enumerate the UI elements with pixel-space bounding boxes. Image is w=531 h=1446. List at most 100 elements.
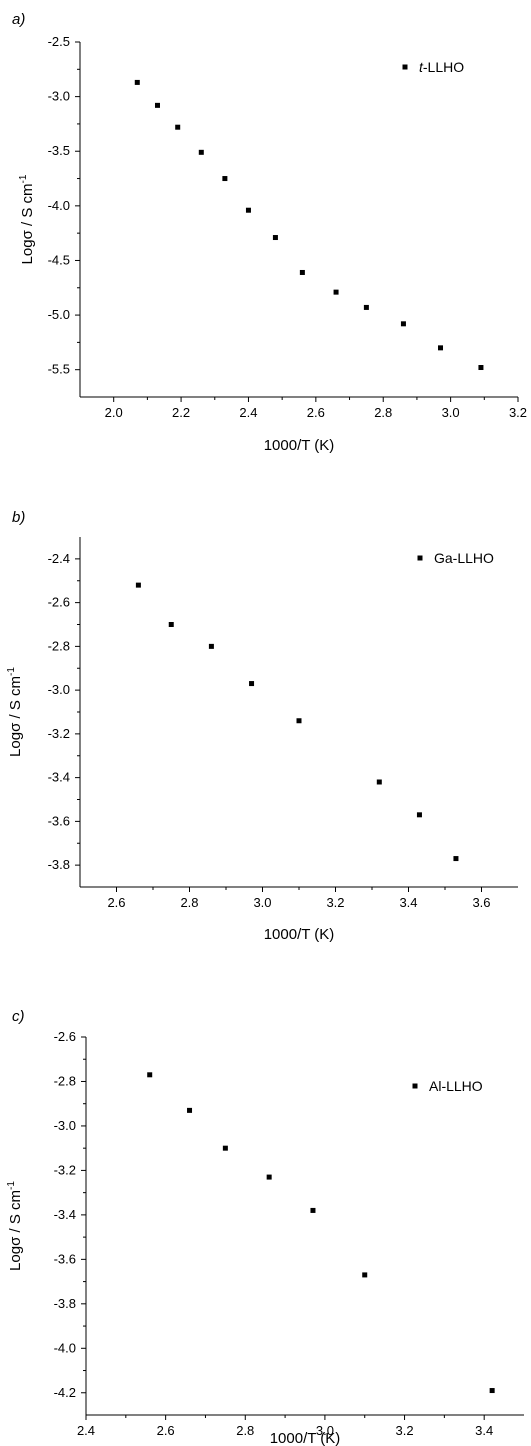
y-axis-title-main: Logσ / S cm [7, 1190, 24, 1271]
data-point [272, 235, 278, 241]
x-tick-label: 3.4 [475, 1423, 493, 1438]
x-tick-label: 3.0 [253, 895, 271, 910]
x-axis-title: 1000/T (K) [264, 437, 335, 454]
x-axis-title: 1000/T (K) [264, 926, 335, 943]
data-point [310, 1207, 316, 1213]
data-point [400, 321, 406, 327]
data-point [222, 1145, 228, 1151]
data-point [222, 176, 228, 182]
legend-label-text: -LLHO [423, 59, 464, 75]
x-tick-label: 3.0 [442, 405, 460, 420]
panel-label: a) [12, 11, 25, 28]
y-tick-label: -3.2 [54, 1162, 76, 1177]
x-tick-label: 2.4 [239, 405, 257, 420]
x-tick-label: 2.6 [107, 895, 125, 910]
y-axis-title-superscript: -1 [6, 1181, 17, 1190]
legend-marker [412, 1083, 418, 1089]
data-point [249, 681, 255, 687]
y-tick-label: -5.5 [48, 362, 70, 377]
x-tick-label: 2.6 [307, 405, 325, 420]
y-tick-label: -4.5 [48, 252, 70, 267]
data-point [208, 643, 214, 649]
data-point [187, 1107, 193, 1113]
y-axis-title: Logσ / S cm-1 [6, 1181, 24, 1271]
y-tick-label: -3.6 [48, 813, 70, 828]
y-axis-title: Logσ / S cm-1 [18, 174, 36, 264]
y-tick-label: -3.4 [48, 770, 70, 785]
data-point [266, 1174, 272, 1180]
chart-panel-3: c) -2.6 -2.8 -3.0 -3.2 -3.4 -3.6 -3.8 -4.0 -4.2 2.… [6, 1008, 524, 1446]
data-point [376, 779, 382, 785]
data-point [134, 79, 140, 85]
y-tick-label: -2.8 [48, 638, 70, 653]
y-axis-title: Logσ / S cm-1 [6, 667, 24, 757]
y-tick-label: -4.0 [54, 1340, 76, 1355]
data-point [416, 812, 422, 818]
data-point [362, 1272, 368, 1278]
legend-label-text: Al-LLHO [429, 1078, 483, 1094]
legend-marker [417, 555, 423, 561]
x-tick-label: 3.2 [326, 895, 344, 910]
data-point [489, 1388, 495, 1394]
y-axis-title-main: Logσ / S cm [19, 183, 36, 264]
x-tick-label: 2.8 [374, 405, 392, 420]
panel-label: b) [12, 509, 25, 526]
chart-panel-1: a) -2.5 -3.0 -3.5 -4.0 -4.5 -5.0 -5.5 2.0 2.2 2.4 2… [12, 11, 527, 454]
x-tick-label: 2.0 [105, 405, 123, 420]
x-tick-label: 2.8 [180, 895, 198, 910]
y-tick-label: -3.0 [48, 682, 70, 697]
legend-label: Ga-LLHO [434, 550, 494, 566]
x-tick-label: 3.2 [509, 405, 527, 420]
legend-label: t-LLHO [419, 59, 464, 75]
y-tick-label: -3.0 [54, 1118, 76, 1133]
y-tick-label: -4.0 [48, 198, 70, 213]
x-tick-label: 3.2 [396, 1423, 414, 1438]
x-tick-label: 3.4 [399, 895, 417, 910]
data-point [245, 207, 251, 213]
data-point [147, 1072, 153, 1078]
y-axis-title-superscript: -1 [6, 667, 17, 676]
data-point [299, 269, 305, 275]
data-point [198, 149, 204, 155]
data-point [438, 345, 444, 351]
y-tick-label: -2.5 [48, 34, 70, 49]
y-tick-label: -3.5 [48, 143, 70, 158]
data-point [453, 856, 459, 862]
x-tick-label: 2.2 [172, 405, 190, 420]
x-tick-label: 2.8 [236, 1423, 254, 1438]
y-tick-label: -3.2 [48, 726, 70, 741]
y-axis-title-main: Logσ / S cm [7, 676, 24, 757]
y-tick-label: -2.4 [48, 551, 70, 566]
y-tick-label: -3.6 [54, 1251, 76, 1266]
chart-panel-2: b) -2.4 -2.6 -2.8 -3.0 -3.2 -3.4 -3.6 -3.8 2.6 2.8… [6, 509, 518, 943]
x-tick-label: 3.6 [472, 895, 490, 910]
y-tick-label: -3.8 [48, 857, 70, 872]
y-tick-label: -2.8 [54, 1073, 76, 1088]
legend-marker [402, 64, 408, 70]
y-tick-label: -5.0 [48, 307, 70, 322]
legend-label-text: Ga-LLHO [434, 550, 494, 566]
y-axis-title-superscript: -1 [18, 174, 29, 183]
x-tick-label: 2.4 [77, 1423, 95, 1438]
data-point [333, 289, 339, 295]
legend-label-italic: t [419, 59, 424, 75]
data-point [296, 718, 302, 724]
data-point [175, 124, 181, 130]
legend-label: Al-LLHO [429, 1078, 483, 1094]
y-tick-label: -3.8 [54, 1296, 76, 1311]
y-tick-label: -4.2 [54, 1385, 76, 1400]
panel-label: c) [12, 1008, 25, 1025]
y-tick-label: -2.6 [54, 1029, 76, 1044]
x-axis-title: 1000/T (K) [270, 1430, 341, 1446]
x-tick-label: 3.0 [316, 1423, 334, 1438]
x-tick-label: 2.6 [157, 1423, 175, 1438]
y-tick-label: -3.0 [48, 89, 70, 104]
data-point [135, 582, 141, 588]
y-tick-label: -3.4 [54, 1207, 76, 1222]
data-point [363, 304, 369, 310]
data-point [154, 102, 160, 108]
data-point [478, 365, 484, 371]
data-point [168, 622, 174, 627]
y-tick-label: -2.6 [48, 595, 70, 610]
